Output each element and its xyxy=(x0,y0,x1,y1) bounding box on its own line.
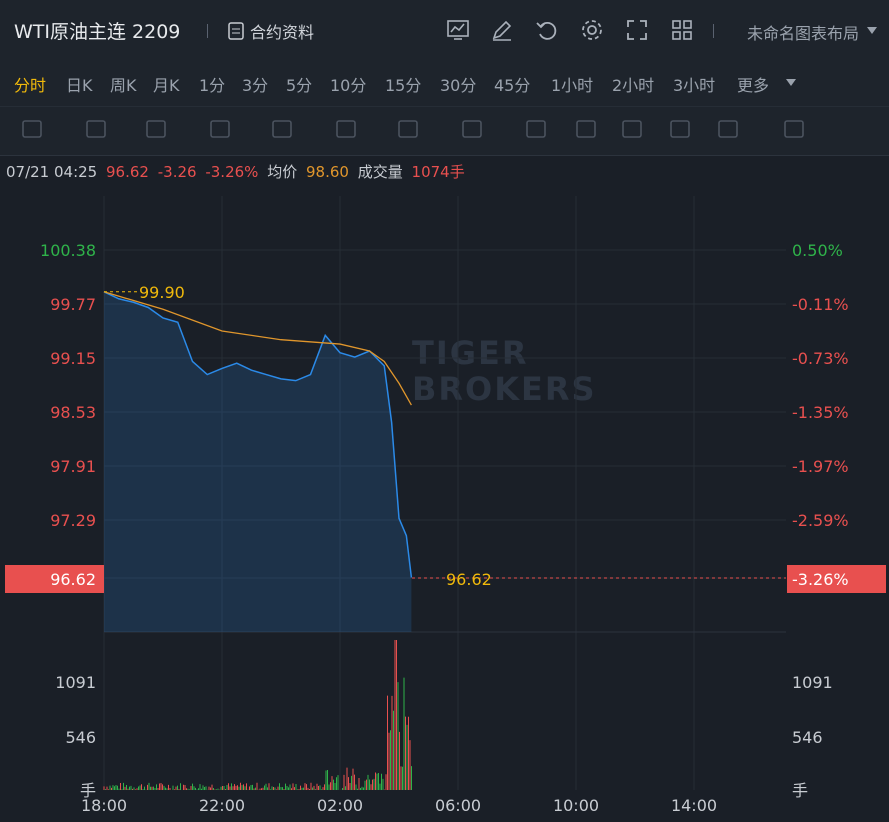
price-area xyxy=(104,291,412,632)
open-price-label: 99.90 xyxy=(139,283,185,302)
trend-line-icon[interactable] xyxy=(20,118,46,144)
settings-gear-icon[interactable] xyxy=(580,18,604,42)
current-price-tag-label: 96.62 xyxy=(50,570,96,589)
eye-icon[interactable] xyxy=(620,118,646,144)
tab-period-0[interactable]: 分时 xyxy=(14,76,47,95)
layers-icon[interactable] xyxy=(716,118,742,144)
tab-period-7[interactable]: 10分 xyxy=(330,76,367,95)
tab-period-13[interactable]: 3小时 xyxy=(673,76,716,95)
right-tick: -0.11% xyxy=(792,295,849,314)
volume-value: 1074手 xyxy=(411,163,465,181)
x-tick: 10:00 xyxy=(553,796,599,815)
right-tick: -1.35% xyxy=(792,403,849,422)
contract-info-button[interactable]: 合约资料 xyxy=(228,19,314,43)
top-bar: WTI原油主连 2209 合约资料 未命名图表布局 xyxy=(0,0,889,60)
x-tick: 18:00 xyxy=(81,796,127,815)
avg-label: 均价 xyxy=(267,163,298,181)
quote-change-pct: -3.26% xyxy=(205,163,259,181)
indicator-icon[interactable] xyxy=(460,118,486,144)
chevron-down-icon[interactable] xyxy=(867,27,877,34)
contract-info-label: 合约资料 xyxy=(250,23,315,42)
x-tick: 02:00 xyxy=(317,796,363,815)
intraday-chart[interactable]: 99.90 96.62 100.38 99.77 99.15 98.53 97.91 97.2… xyxy=(0,190,889,822)
pattern-icon[interactable] xyxy=(144,118,170,144)
volume-tick-left: 1091 xyxy=(55,673,96,692)
chevron-down-icon[interactable] xyxy=(786,79,796,86)
tab-period-3[interactable]: 月K xyxy=(153,76,180,95)
volume-tick-left: 546 xyxy=(65,728,96,747)
trash-icon[interactable] xyxy=(782,118,808,144)
avg-line xyxy=(103,291,412,406)
current-pct-tag-label: -3.26% xyxy=(792,570,849,589)
volume-tick-right: 1091 xyxy=(792,673,833,692)
label-icon[interactable] xyxy=(396,118,422,144)
instrument-title[interactable]: WTI原油主连 2209 xyxy=(14,21,181,43)
rect-icon[interactable] xyxy=(84,118,110,144)
lock-icon[interactable] xyxy=(574,118,600,144)
grid-layout-icon[interactable] xyxy=(670,18,694,42)
fullscreen-icon[interactable] xyxy=(625,18,649,42)
left-tick: 97.91 xyxy=(50,457,96,476)
tab-period-2[interactable]: 周K xyxy=(110,76,137,95)
brush-icon[interactable] xyxy=(524,118,550,144)
current-pct-tag xyxy=(787,565,886,593)
undo-icon[interactable] xyxy=(535,18,559,42)
right-tick: -1.97% xyxy=(792,457,849,476)
volume-label: 成交量 xyxy=(357,163,403,181)
tab-period-5[interactable]: 3分 xyxy=(242,76,269,95)
text-cursor-icon[interactable] xyxy=(334,118,360,144)
right-tick: -2.59% xyxy=(792,511,849,530)
left-tick: 100.38 xyxy=(40,241,96,260)
tab-period-4[interactable]: 1分 xyxy=(199,76,226,95)
edit-icon[interactable] xyxy=(490,18,514,42)
left-tick: 98.53 xyxy=(50,403,96,422)
last-price-label: 96.62 xyxy=(446,570,492,589)
period-bar xyxy=(0,60,889,106)
right-tick: -0.73% xyxy=(792,349,849,368)
tab-period-1[interactable]: 日K xyxy=(66,76,93,95)
tab-period-9[interactable]: 30分 xyxy=(440,76,477,95)
tab-period-11[interactable]: 1小时 xyxy=(551,76,594,95)
tab-period-6[interactable]: 5分 xyxy=(286,76,313,95)
volume-tick-left: 手 xyxy=(80,781,96,800)
fib-icon[interactable] xyxy=(208,118,234,144)
avg-value: 98.60 xyxy=(306,163,349,181)
current-price-tag xyxy=(5,565,104,593)
volume-tick-right: 546 xyxy=(792,728,823,747)
tab-period-14[interactable]: 更多 xyxy=(737,76,770,95)
x-tick: 22:00 xyxy=(199,796,245,815)
quote-datetime: 07/21 04:25 xyxy=(6,163,98,181)
left-tick: 99.15 xyxy=(50,349,96,368)
quote-price: 96.62 xyxy=(106,163,149,181)
volume-tick-right: 手 xyxy=(792,781,808,800)
left-tick: 97.29 xyxy=(50,511,96,530)
layout-name-select[interactable]: 未命名图表布局 xyxy=(746,24,859,43)
document-icon xyxy=(228,22,244,40)
tab-period-12[interactable]: 2小时 xyxy=(612,76,655,95)
quote-change: -3.26 xyxy=(157,163,197,181)
x-tick: 06:00 xyxy=(435,796,481,815)
tab-period-8[interactable]: 15分 xyxy=(385,76,422,95)
magnet-icon[interactable] xyxy=(668,118,694,144)
right-tick: 0.50% xyxy=(792,241,843,260)
drawing-toolbar xyxy=(0,106,889,156)
watermark: TIGER BROKERS xyxy=(412,334,597,408)
price-line xyxy=(103,291,413,578)
tab-period-10[interactable]: 45分 xyxy=(494,76,531,95)
left-tick: 99.77 xyxy=(50,295,96,314)
arrow-icon[interactable] xyxy=(270,118,296,144)
x-tick: 14:00 xyxy=(671,796,717,815)
divider xyxy=(207,24,208,38)
divider xyxy=(713,24,714,38)
quote-info-line: 07/21 04:25 96.62 -3.26 -3.26% 均价 98.60 … xyxy=(6,161,469,182)
indicator-chart-icon[interactable] xyxy=(446,18,470,42)
